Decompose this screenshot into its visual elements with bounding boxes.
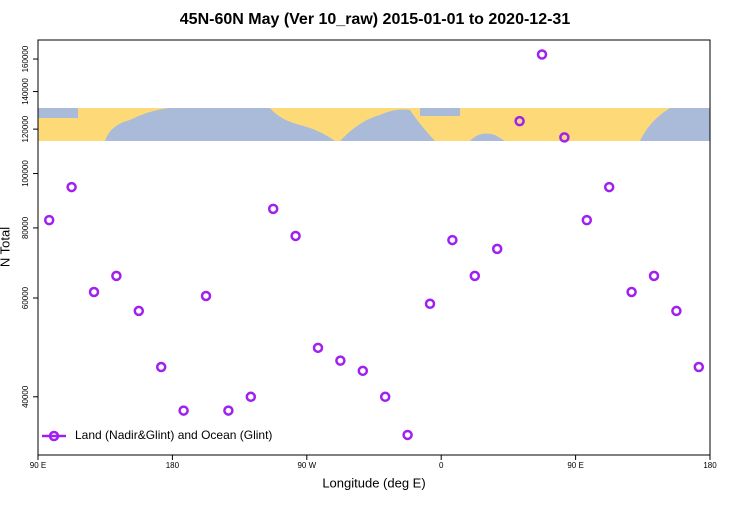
point — [335, 355, 346, 366]
point — [245, 391, 257, 403]
point — [155, 361, 167, 373]
point — [111, 270, 122, 282]
x-tick-label: 90 W — [297, 461, 316, 470]
point — [603, 181, 615, 193]
point — [491, 243, 503, 255]
point — [66, 181, 77, 193]
point — [693, 361, 705, 373]
legend-marker — [48, 430, 60, 442]
point — [469, 270, 481, 282]
legend-label: Land (Nadir&Glint) and Ocean (Glint) — [75, 428, 272, 442]
point — [88, 286, 100, 298]
y-tick-label: 120000 — [21, 115, 30, 142]
map-band — [38, 108, 710, 141]
point — [536, 49, 548, 60]
point — [290, 230, 301, 242]
point — [514, 115, 525, 127]
x-axis-label: Longitude (deg E) — [322, 475, 425, 490]
point — [312, 342, 324, 354]
point — [379, 391, 391, 403]
point — [267, 203, 279, 215]
y-tick-label: 160000 — [21, 45, 30, 72]
x-tick-label: 180 — [166, 461, 180, 470]
y-tick-label: 80000 — [21, 216, 30, 239]
y-tick-label: 40000 — [21, 385, 30, 408]
point — [626, 286, 637, 298]
y-tick-label: 100000 — [21, 160, 30, 187]
point — [402, 429, 413, 441]
point — [133, 305, 145, 317]
x-tick-label: 0 — [439, 461, 444, 470]
point — [43, 214, 55, 226]
point — [178, 405, 189, 416]
point — [648, 270, 660, 282]
point — [357, 365, 369, 377]
point — [671, 305, 682, 317]
point — [581, 214, 593, 226]
x-tick-label: 90 E — [567, 461, 583, 470]
x-tick-label: 180 — [703, 461, 717, 470]
y-tick-label: 140000 — [21, 78, 30, 105]
point — [223, 405, 234, 416]
y-axis-label: N Total — [0, 227, 12, 267]
x-tick-label: 90 E — [30, 461, 46, 470]
y-tick-label: 60000 — [21, 286, 30, 309]
point — [559, 132, 570, 143]
point — [200, 290, 212, 302]
point — [447, 234, 458, 246]
point — [424, 298, 436, 310]
plot-frame — [37, 39, 711, 456]
chart-title: 45N-60N May (Ver 10_raw) 2015-01-01 to 2… — [180, 11, 571, 28]
